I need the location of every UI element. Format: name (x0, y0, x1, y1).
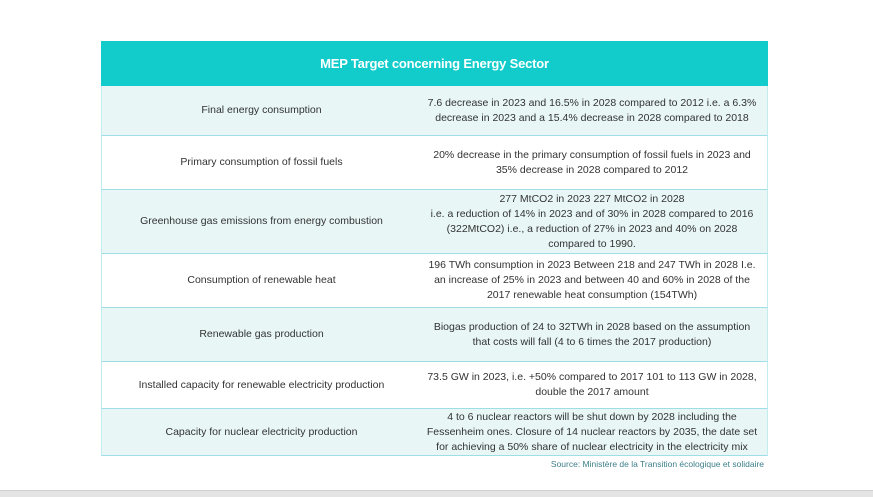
table-row: Primary consumption of fossil fuels 20% … (101, 136, 768, 190)
row-value-line: 20% decrease in the primary consumption … (433, 148, 751, 161)
row-label: Final energy consumption (201, 104, 322, 116)
table-row: Consumption of renewable heat 196 TWh co… (101, 254, 768, 308)
row-label: Installed capacity for renewable electri… (138, 378, 385, 391)
row-value-line: 73.5 GW in 2023, i.e. +50% compared to 2… (427, 371, 757, 383)
table-row: Capacity for nuclear electricity product… (101, 409, 768, 456)
row-value-line: 7.6 decrease in 2023 and 16.5% in 2028 c… (427, 96, 757, 109)
table-row: Greenhouse gas emissions from energy com… (101, 190, 768, 254)
row-value-line: double the 2017 amount (535, 386, 649, 398)
table-row: Renewable gas production Biogas producti… (101, 308, 768, 362)
row-value-line: that costs will fall (4 to 6 times the 2… (472, 335, 712, 348)
row-value: 73.5 GW in 2023, i.e. +50% compared to 2… (421, 362, 767, 408)
table-row: Installed capacity for renewable electri… (101, 362, 768, 409)
table-title: MEP Target concerning Energy Sector (101, 41, 768, 86)
row-value: 20% decrease in the primary consumption … (421, 136, 767, 189)
row-value: 277 MtCO2 in 2023 227 MtCO2 in 2028 i.e.… (421, 190, 767, 253)
row-value-line: 4 to 6 nuclear reactors will be shut dow… (447, 410, 737, 423)
row-value-line: decrease in 2023 and a 15.4% decrease in… (435, 111, 749, 124)
row-label: Capacity for nuclear electricity product… (165, 425, 358, 438)
row-value-line: compared to 1990. (548, 237, 636, 250)
row-value-line: Fessenheim ones. Closure of 14 nuclear r… (426, 425, 758, 438)
row-label: Consumption of renewable heat (187, 274, 336, 286)
row-label: Greenhouse gas emissions from energy com… (140, 215, 383, 227)
row-value-line: i.e. a reduction of 14% in 2023 and of 3… (430, 207, 754, 220)
row-label: Renewable gas production (199, 328, 324, 340)
row-label: Primary consumption of fossil fuels (180, 156, 343, 168)
row-value-line: 2017 renewable heat consumption (154TWh) (486, 289, 698, 301)
row-value: 7.6 decrease in 2023 and 16.5% in 2028 c… (421, 86, 767, 135)
row-value-line: 277 MtCO2 in 2023 227 MtCO2 in 2028 (499, 192, 685, 205)
row-value-line: 196 TWh consumption in 2023 Between 218 … (428, 259, 756, 271)
row-value: 4 to 6 nuclear reactors will be shut dow… (421, 409, 767, 455)
row-value: 196 TWh consumption in 2023 Between 218 … (421, 254, 767, 307)
row-value-line: 35% decrease in 2028 compared to 2012 (495, 163, 689, 176)
row-value: Biogas production of 24 to 32TWh in 2028… (421, 308, 767, 361)
row-value-line: an increase of 25% in 2023 and between 4… (434, 274, 750, 286)
row-value-line: (322MtCO2) i.e., a reduction of 27% in 2… (446, 222, 738, 235)
bottom-divider (0, 490, 873, 497)
table-row: Final energy consumption 7.6 decrease in… (101, 86, 768, 136)
row-value-line: for achieving a 50% share of nuclear ele… (436, 440, 748, 453)
energy-targets-table: MEP Target concerning Energy Sector Fina… (101, 41, 768, 456)
row-value-line: Biogas production of 24 to 32TWh in 2028… (433, 320, 751, 333)
source-note: Source: Ministère de la Transition écolo… (550, 459, 764, 469)
